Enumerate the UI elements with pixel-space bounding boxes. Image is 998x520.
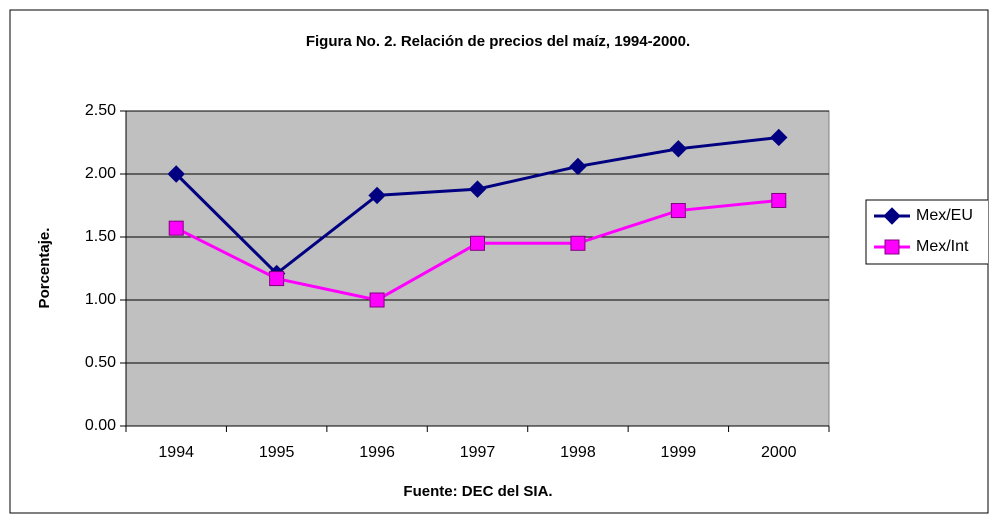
marker bbox=[468, 180, 487, 198]
marker bbox=[167, 165, 185, 183]
x-tick-label: 2000 bbox=[761, 444, 797, 461]
x-tick-label: 1997 bbox=[460, 444, 496, 461]
marker bbox=[168, 220, 184, 236]
y-tick-label: 2.00 bbox=[85, 165, 116, 182]
marker bbox=[570, 235, 586, 251]
marker bbox=[369, 292, 385, 308]
marker bbox=[770, 128, 788, 147]
y-tick-label: 1.50 bbox=[85, 228, 116, 245]
x-tick-label: 1995 bbox=[259, 444, 295, 461]
y-tick-label: 2.50 bbox=[85, 102, 116, 119]
marker bbox=[470, 235, 485, 251]
x-tick-label: 1996 bbox=[359, 444, 395, 461]
marker bbox=[269, 271, 285, 287]
x-tick-label: 1999 bbox=[661, 444, 697, 461]
y-axis-title: Porcentaje. bbox=[36, 228, 53, 309]
y-tick-label: 0.00 bbox=[85, 417, 116, 434]
legend-label: Mex/Int bbox=[916, 238, 969, 255]
marker bbox=[669, 140, 688, 158]
chart-title: Figura No. 2. Relación de precios del ma… bbox=[306, 33, 690, 50]
x-tick-label: 1998 bbox=[560, 444, 596, 461]
y-tick-label: 0.50 bbox=[85, 354, 116, 371]
y-tick-label: 1.00 bbox=[85, 291, 116, 308]
legend: Mex/EU Mex/Int bbox=[865, 199, 988, 265]
marker bbox=[670, 203, 686, 219]
marker bbox=[368, 186, 386, 205]
marker bbox=[771, 192, 787, 208]
legend-marker bbox=[883, 207, 901, 225]
legend-marker bbox=[884, 239, 900, 255]
x-tick-label: 1994 bbox=[158, 444, 194, 461]
x-axis-title: Fuente: DEC del SIA. bbox=[403, 483, 552, 500]
legend-label: Mex/EU bbox=[916, 207, 973, 224]
plot-area bbox=[125, 110, 830, 427]
marker bbox=[569, 157, 587, 176]
